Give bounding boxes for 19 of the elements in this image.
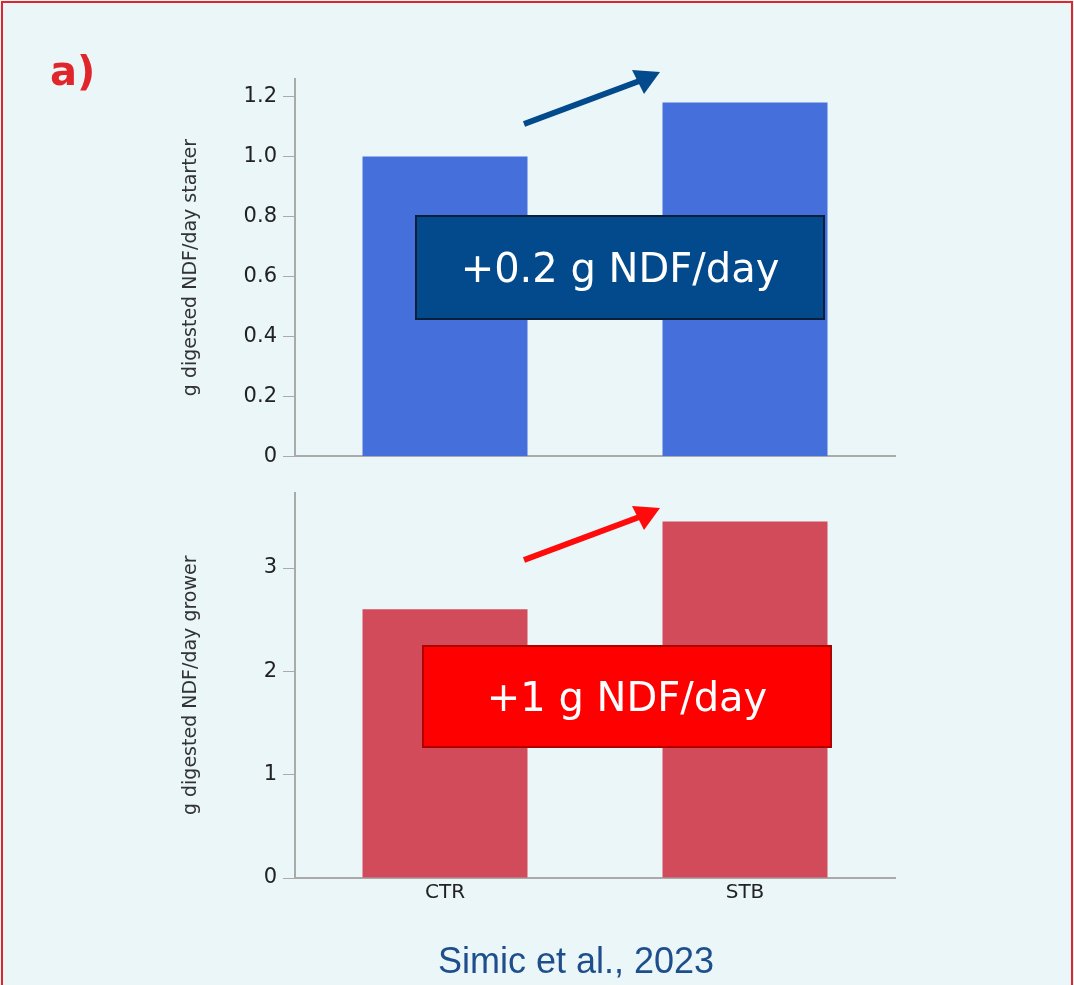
text: Simic et al., 2023 <box>438 940 715 982</box>
y-tick-label: 0.6 <box>243 262 277 287</box>
y-tick-label: 0.4 <box>243 322 277 347</box>
callout-box: +1 g NDF/day <box>422 645 832 748</box>
y-tick-label: 0 <box>263 864 277 889</box>
y-tick-label: 1.0 <box>243 143 277 168</box>
y-tick-label: 0.8 <box>243 202 277 227</box>
text: a) <box>50 48 96 94</box>
x-tick-label: STB <box>725 879 765 904</box>
y-tick-label: 3 <box>263 554 277 579</box>
y-tick-label: 1.2 <box>243 83 277 108</box>
callout-box: +0.2 g NDF/day <box>415 215 825 320</box>
y-tick-label: 0.2 <box>243 382 277 407</box>
y-axis-title: g digested NDF/day starter <box>178 138 201 397</box>
y-axis-title: g digested NDF/day grower <box>178 555 201 816</box>
y-tick-label: 2 <box>263 657 277 682</box>
y-tick-label: 1 <box>263 761 277 786</box>
y-tick-label: 0 <box>263 442 277 467</box>
x-tick-label: CTR <box>424 879 466 904</box>
